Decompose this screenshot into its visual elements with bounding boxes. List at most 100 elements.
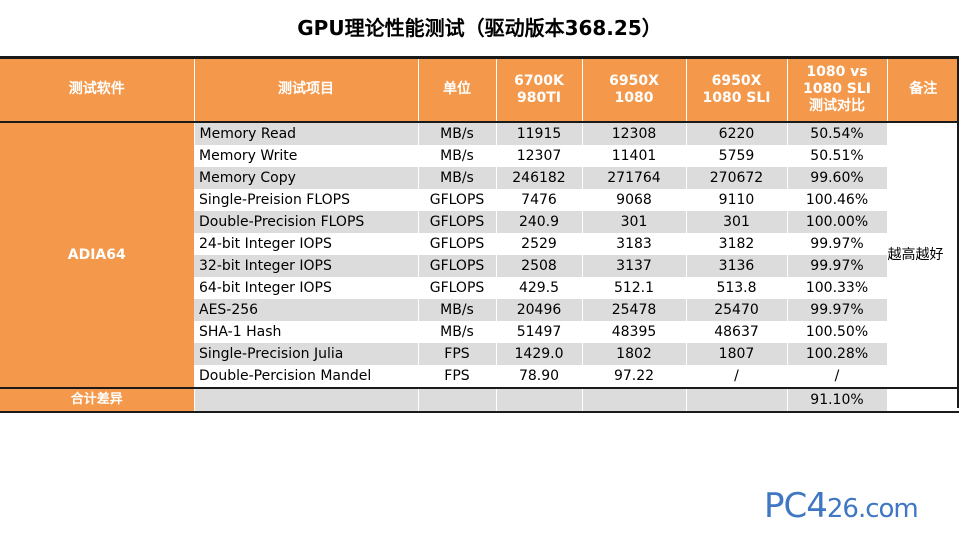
value-cell: 512.1 [581,276,686,299]
total-empty-cell [685,386,787,413]
unit-cell: MB/s [417,320,496,343]
item-cell: Memory Write [194,144,418,167]
value-cell: 12307 [495,144,582,167]
unit-cell: MB/s [417,144,496,167]
value-cell: 2508 [495,254,582,277]
value-cell: 301 [581,210,686,233]
value-cell: 25478 [581,298,686,321]
ratio-cell: 100.28% [786,342,887,365]
header-line: 1080 vs [806,64,868,81]
table-row: SHA-1 Hash MB/s 51497 48395 48637 100.50… [0,320,959,343]
value-cell: 12308 [581,121,686,145]
ratio-cell: 100.33% [786,276,887,299]
table-row: 32-bit Integer IOPS GFLOPS 2508 3137 313… [0,254,959,277]
header-6950x-1080-sli: 6950X 1080 SLI [685,56,787,123]
table-row: Memory Write MB/s 12307 11401 5759 50.51… [0,144,959,167]
value-cell: 3136 [685,254,787,277]
header-note: 备注 [886,56,959,123]
table-row: Double-Percision Mandel FPS 78.90 97.22 … [0,364,959,388]
value-cell: 301 [685,210,787,233]
unit-cell: MB/s [417,166,496,189]
page-title: GPU理论性能测试（驱动版本368.25） [297,16,662,40]
header-line: 1080 SLI [702,89,771,106]
value-cell: 1429.0 [495,342,582,365]
header-6950x-1080: 6950X 1080 [581,56,686,123]
unit-cell: GFLOPS [417,276,496,299]
table-row: 64-bit Integer IOPS GFLOPS 429.5 512.1 5… [0,276,959,299]
header-line: 6700K [514,72,564,89]
header-line: 6950X [711,72,762,89]
item-cell: Double-Precision FLOPS [194,210,418,233]
ratio-cell: 99.97% [786,232,887,255]
header-unit: 单位 [417,56,496,123]
unit-cell: GFLOPS [417,232,496,255]
unit-cell: FPS [417,342,496,365]
item-cell: Memory Read [193,121,418,145]
ratio-cell: 99.97% [786,298,887,321]
value-cell: 9068 [581,188,686,211]
header-6700k-980ti: 6700K 980TI [495,56,582,123]
value-cell: 7476 [495,188,582,211]
item-cell: Single-Precision Julia [194,342,418,365]
header-item: 测试项目 [193,56,418,123]
value-cell: 240.9 [495,210,582,233]
value-cell: 3182 [685,232,787,255]
item-cell: AES-256 [194,298,418,321]
value-cell: 51497 [495,320,582,343]
note-cell: 越高越好 [886,121,959,388]
header-software: 测试软件 [0,56,194,123]
header-line: 测试对比 [809,98,865,115]
total-empty-cell [417,386,496,413]
table-row: Double-Precision FLOPS GFLOPS 240.9 301 … [0,210,959,233]
value-cell: / [685,364,787,388]
value-cell: 11401 [581,144,686,167]
value-cell: 270672 [685,166,787,189]
total-empty-cell [193,386,418,413]
unit-cell: GFLOPS [417,210,496,233]
value-cell: 78.90 [495,364,582,388]
header-line: 980TI [517,89,561,106]
item-cell: 64-bit Integer IOPS [194,276,418,299]
total-empty-cell [581,386,686,413]
header-line: 1080 SLI [802,81,872,98]
total-row: 合计差异 91.10% [0,386,959,413]
value-cell: 97.22 [581,364,686,388]
value-cell: 25470 [685,298,787,321]
ratio-cell: 100.46% [786,188,887,211]
unit-cell: GFLOPS [417,188,496,211]
value-cell: 429.5 [495,276,582,299]
value-cell: 2529 [495,232,582,255]
table-right-border [957,56,959,408]
unit-cell: MB/s [417,121,496,145]
value-cell: 1807 [685,342,787,365]
value-cell: 271764 [581,166,686,189]
item-cell: SHA-1 Hash [194,320,418,343]
unit-cell: GFLOPS [417,254,496,277]
table-row: 24-bit Integer IOPS GFLOPS 2529 3183 318… [0,232,959,255]
table-row: Single-Preision FLOPS GFLOPS 7476 9068 9… [0,188,959,211]
value-cell: 20496 [495,298,582,321]
ratio-cell: 50.54% [786,121,887,145]
item-cell: Double-Percision Mandel [194,364,418,388]
table-row: Memory Copy MB/s 246182 271764 270672 99… [0,166,959,189]
total-ratio: 91.10% [786,386,887,413]
watermark-small: 26.com [826,494,919,524]
table-row: Single-Precision Julia FPS 1429.0 1802 1… [0,342,959,365]
header-line: 1080 [614,89,654,106]
item-cell: Memory Copy [194,166,418,189]
value-cell: 48395 [581,320,686,343]
item-cell: 32-bit Integer IOPS [194,254,418,277]
total-empty-cell [495,386,582,413]
value-cell: 3183 [581,232,686,255]
ratio-cell: / [786,364,887,388]
value-cell: 1802 [581,342,686,365]
header-line: 6950X [609,72,659,89]
ratio-cell: 100.50% [786,320,887,343]
ratio-cell: 50.51% [786,144,887,167]
benchmark-table: 测试软件 测试项目 单位 6700K 980TI 6950X 1080 6950… [0,56,959,413]
header-row: 测试软件 测试项目 单位 6700K 980TI 6950X 1080 6950… [0,56,959,123]
value-cell: 6220 [685,121,787,145]
table-row: ADIA64 Memory Read MB/s 11915 12308 6220… [0,121,959,388]
value-cell: 9110 [685,188,787,211]
item-cell: 24-bit Integer IOPS [194,232,418,255]
